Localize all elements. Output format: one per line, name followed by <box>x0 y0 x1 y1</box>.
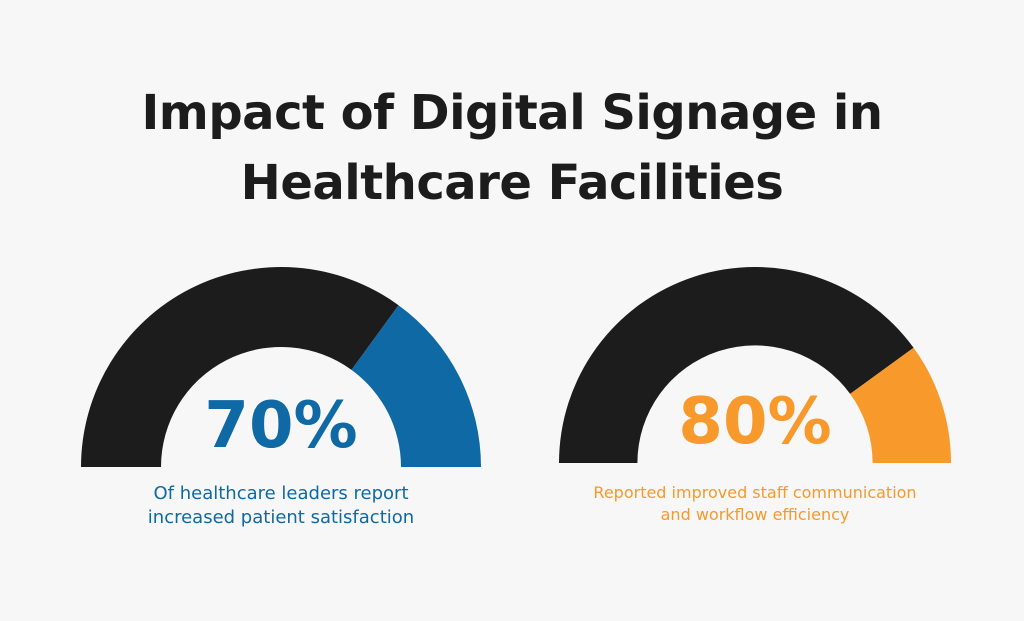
page-title: Impact of Digital Signage in Healthcare … <box>0 78 1024 218</box>
gauge-caption-line-2: increased patient satisfaction <box>147 507 415 528</box>
gauge-caption: Reported improved staff communication an… <box>535 482 975 526</box>
gauge-caption-line-1: Reported improved staff communication <box>593 483 917 502</box>
gauge-arc-remainder <box>81 267 399 467</box>
gauge-arc-value <box>351 305 481 467</box>
gauge-chart-patient-satisfaction: 70% <box>81 267 481 467</box>
gauge-caption-line-2: and workflow efficiency <box>660 505 850 524</box>
gauge-chart-staff-communication: 80% <box>559 267 951 463</box>
gauge-caption-line-1: Of healthcare leaders report <box>153 483 409 504</box>
gauge-caption: Of healthcare leaders report increased p… <box>61 482 501 530</box>
gauge-arc-value <box>850 347 951 463</box>
page-title-line-1: Impact of Digital Signage in <box>141 85 883 141</box>
page-title-line-2: Healthcare Facilities <box>240 155 784 211</box>
gauge-value-label: 80% <box>678 385 831 459</box>
gauge-arc-remainder <box>559 267 914 463</box>
gauge-value-label: 70% <box>204 389 357 463</box>
